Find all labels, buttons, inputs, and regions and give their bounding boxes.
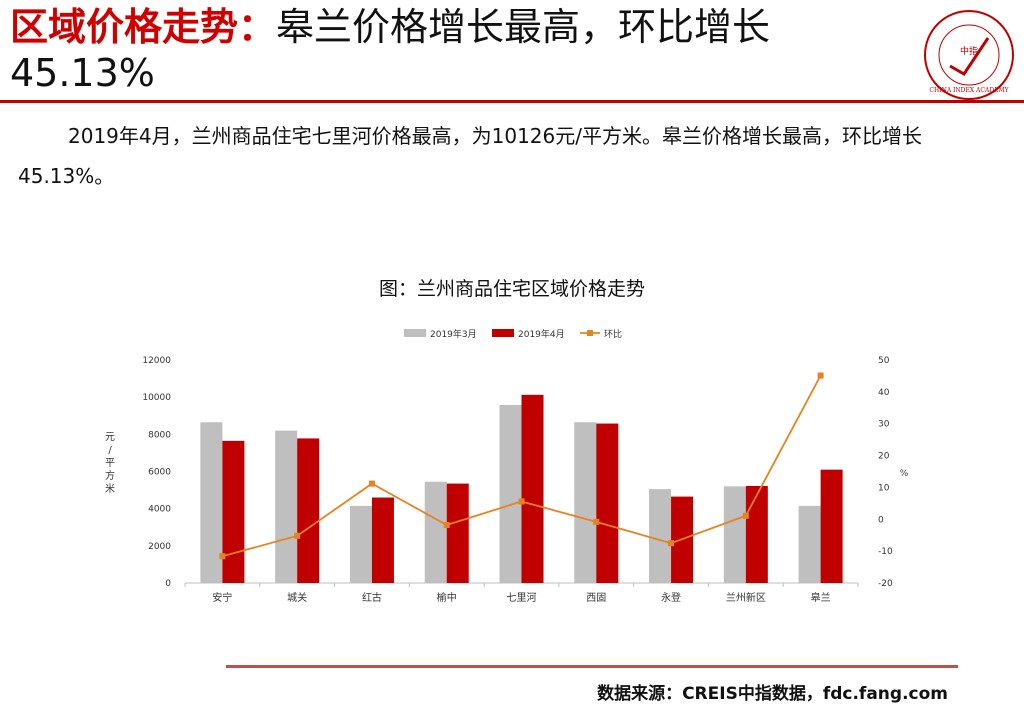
mom-point [668,540,675,547]
y-tick-label: 8000 [148,430,171,440]
logo-center-text: 中指 [960,45,978,57]
legend-label-mom: 环比 [604,328,622,340]
bar-2019-mar [574,422,597,583]
x-tick-label: 皋兰 [811,591,831,604]
bar-2019-mar [649,489,672,583]
x-tick-label: 永登 [661,591,681,604]
x-tick-label: 安宁 [212,591,232,604]
bar-2019-mar [424,481,447,583]
bar-2019-mar [275,430,298,583]
y2-tick-label: 40 [878,388,890,398]
bar-2019-apr [521,394,544,583]
x-tick-label: 榆中 [437,591,457,604]
page-title: 区域价格走势：皋兰价格增长最高，环比增长45.13% [10,4,890,96]
mom-point [817,372,824,379]
footer-divider [226,665,958,668]
china-index-academy-logo-icon: 中指 CHINA INDEX ACADEMY [924,10,1014,100]
bar-2019-mar [723,486,746,583]
bar-2019-apr [820,469,843,583]
bar-2019-mar [798,505,821,583]
bar-2019-apr [297,438,320,583]
x-tick-label: 西固 [586,592,606,604]
bar-2019-mar [200,422,223,583]
title-rest: 皋兰价格增长最高，环比增长45.13% [10,5,771,95]
y2-tick-label: 50 [878,356,890,366]
y-axis-label-char: 平 [105,458,115,469]
mom-point [518,498,525,505]
mom-point [294,532,301,539]
bar-2019-apr [446,483,469,583]
bar-2019-apr [371,497,394,583]
y-tick-label: 0 [165,579,171,589]
x-tick-label: 兰州新区 [726,591,766,604]
y2-tick-label: -20 [878,579,893,589]
x-tick-label: 城关 [287,591,307,604]
logo-ring-text: CHINA INDEX ACADEMY [929,87,1009,94]
y2-tick-label: -10 [878,547,893,557]
mom-point [368,480,375,487]
y2-tick-label: 30 [878,420,890,430]
y-axis-label-char: / [108,445,112,456]
y-axis-label-char: 元 [105,432,115,443]
y2-tick-label: 20 [878,452,890,462]
y-axis-label-char: 米 [105,482,115,495]
bar-2019-apr [745,485,768,583]
chart-title: 图：兰州商品住宅区域价格走势 [378,278,645,300]
y2-tick-label: 0 [878,515,884,525]
bar-2019-mar [349,505,372,583]
legend-label-mar: 2019年3月 [430,328,477,340]
legend-swatch-mar [404,329,426,337]
y-tick-label: 10000 [142,393,171,403]
header-divider [0,100,1024,103]
y-tick-label: 12000 [142,356,171,366]
mom-point [219,553,226,560]
bar-2019-apr [222,440,245,583]
x-tick-label: 七里河 [507,592,537,604]
y-tick-label: 2000 [148,542,171,552]
mom-point [742,512,749,519]
y2-axis-label: % [900,469,909,479]
mom-point [593,518,600,525]
mom-point [443,522,450,529]
legend-label-apr: 2019年4月 [518,328,565,340]
bar-2019-apr [596,423,619,583]
data-source: 数据来源：CREIS中指数据，fdc.fang.com [597,684,948,704]
y2-tick-label: 10 [878,483,890,493]
y-axis-label-char: 方 [105,469,115,482]
x-tick-label: 红古 [362,591,382,604]
legend-swatch-apr [492,329,514,337]
summary-paragraph: 2019年4月，兰州商品住宅七里河价格最高，为10126元/平方米。皋兰价格增长… [18,124,922,188]
title-highlight: 区域价格走势： [10,5,277,49]
y-tick-label: 4000 [148,505,171,515]
legend-marker-mom [587,330,593,336]
bar-2019-mar [499,404,522,583]
y-tick-label: 6000 [148,468,171,478]
